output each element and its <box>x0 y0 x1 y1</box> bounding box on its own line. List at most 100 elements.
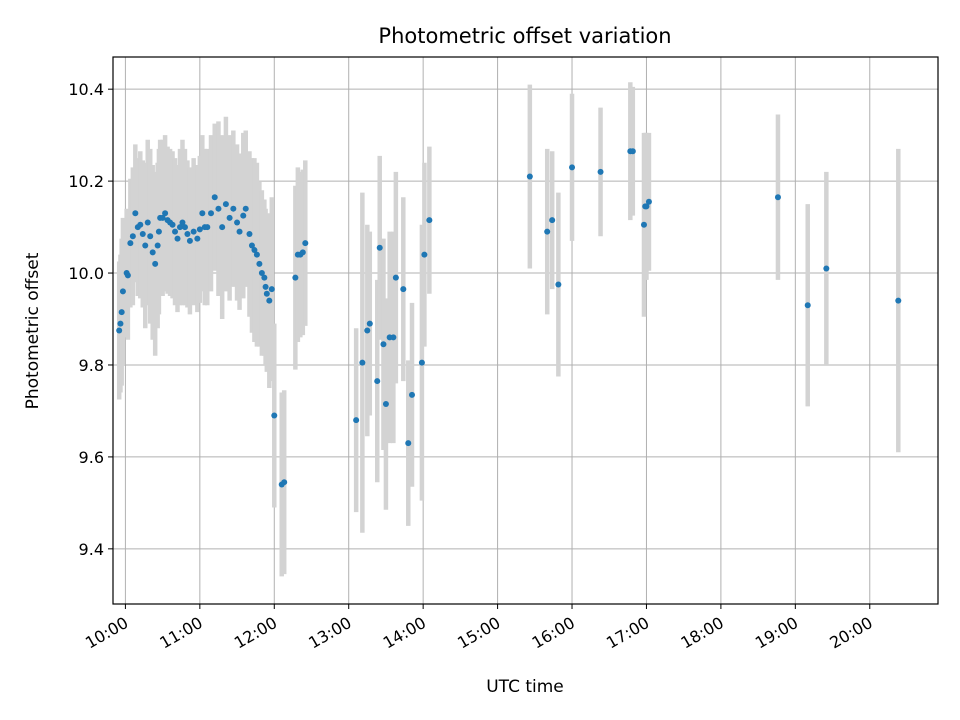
data-point <box>222 201 229 208</box>
data-point <box>208 210 215 217</box>
data-point <box>240 212 247 219</box>
plot-frame <box>112 56 939 605</box>
data-point <box>544 228 551 235</box>
data-point <box>190 228 197 235</box>
data-point <box>129 233 136 240</box>
x-axis-title: UTC time <box>486 677 564 697</box>
data-point <box>382 401 389 408</box>
data-point <box>266 297 273 304</box>
data-point <box>219 224 226 231</box>
data-point <box>242 205 249 212</box>
data-point <box>645 198 652 205</box>
data-point <box>142 242 149 249</box>
data-point <box>226 214 233 221</box>
data-point <box>418 359 425 366</box>
data-point <box>408 391 415 398</box>
data-point <box>215 205 222 212</box>
data-point <box>823 265 830 272</box>
data-point <box>179 219 186 226</box>
data-point <box>256 260 263 267</box>
data-point <box>132 210 139 217</box>
data-point <box>299 249 306 256</box>
data-point <box>246 230 253 237</box>
data-point <box>127 240 134 247</box>
data-point <box>211 194 218 201</box>
data-point <box>364 327 371 334</box>
data-point <box>199 210 206 217</box>
y-axis-ticks: 9.4 9.6 9.8 10.0 10.2 10.4 <box>68 80 113 559</box>
data-point <box>380 341 387 348</box>
chart-title: Photometric offset variation <box>378 24 671 48</box>
data-point <box>549 217 556 224</box>
data-point <box>117 320 124 327</box>
data-point <box>196 226 203 233</box>
data-point <box>248 242 255 249</box>
data-point <box>251 247 258 254</box>
data-point <box>162 210 169 217</box>
data-point <box>292 274 299 281</box>
data-point <box>376 244 383 251</box>
data-point <box>144 219 151 226</box>
y-tick-label: 9.8 <box>79 356 104 375</box>
data-point <box>154 242 161 249</box>
data-point <box>353 417 360 424</box>
data-point <box>629 148 636 155</box>
data-point <box>597 168 604 175</box>
data-point <box>643 203 650 210</box>
data-point <box>194 235 201 242</box>
data-point <box>230 205 237 212</box>
data-point <box>152 260 159 267</box>
data-point <box>392 274 399 281</box>
y-tick-label: 9.6 <box>79 448 104 467</box>
data-point <box>149 249 156 256</box>
data-point <box>124 272 131 279</box>
y-tick-label: 10.0 <box>68 264 104 283</box>
data-point <box>139 230 146 237</box>
data-point <box>400 286 407 293</box>
data-point <box>390 334 397 341</box>
data-point <box>176 224 183 231</box>
data-point <box>184 230 191 237</box>
data-point <box>234 219 241 226</box>
data-point <box>526 173 533 180</box>
data-point <box>281 479 288 486</box>
y-tick-label: 10.2 <box>68 172 104 191</box>
data-point <box>236 228 243 235</box>
data-point <box>137 221 144 228</box>
grid-lines <box>113 57 938 604</box>
data-point <box>262 283 269 290</box>
data-point <box>359 359 366 366</box>
data-point <box>640 221 647 228</box>
data-point <box>204 224 211 231</box>
data-point <box>119 288 126 295</box>
data-point <box>804 302 811 309</box>
data-point <box>774 194 781 201</box>
data-point <box>169 221 176 228</box>
data-point <box>155 228 162 235</box>
data-point <box>555 281 562 288</box>
data-point <box>374 378 381 385</box>
data-point <box>116 327 123 334</box>
data-point <box>261 274 268 281</box>
data-point <box>569 164 576 171</box>
data-point <box>159 214 166 221</box>
data-point <box>405 440 412 447</box>
data-points <box>116 148 902 488</box>
data-point <box>268 286 275 293</box>
data-point <box>147 233 154 240</box>
data-point <box>253 251 260 258</box>
data-point <box>426 217 433 224</box>
data-point <box>181 224 188 231</box>
data-point <box>302 240 309 247</box>
data-point <box>271 412 278 419</box>
y-tick-label: 9.4 <box>79 540 104 559</box>
data-point <box>174 235 181 242</box>
y-axis-title: Photometric offset <box>23 252 43 409</box>
data-point <box>186 237 193 244</box>
data-point <box>118 309 125 316</box>
data-point <box>263 290 270 297</box>
data-point <box>366 320 373 327</box>
data-point <box>172 228 179 235</box>
